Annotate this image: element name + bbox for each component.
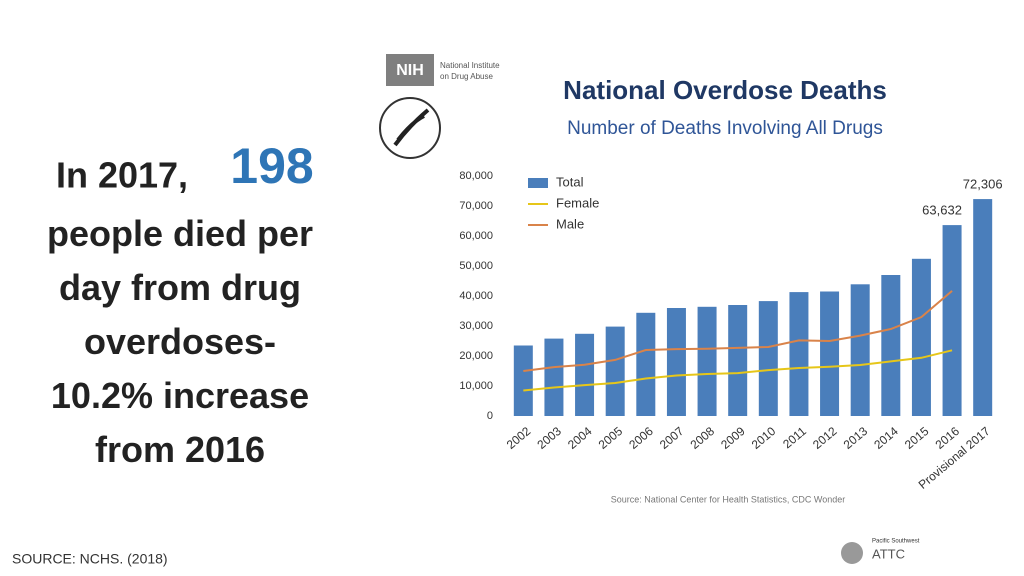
headline-number: 198: [230, 138, 313, 194]
bar: [820, 291, 840, 416]
data-label: 72,306: [963, 177, 1003, 192]
attc-region: Pacific Southwest: [872, 539, 920, 545]
bar: [973, 199, 993, 416]
legend-label: Total: [556, 174, 584, 189]
hhs-eagle: [393, 108, 430, 147]
y-tick-label: 30,000: [459, 320, 493, 332]
headline-lead: In 2017,: [56, 155, 188, 196]
y-tick-label: 40,000: [459, 290, 493, 302]
chart-subtitle: Number of Deaths Involving All Drugs: [567, 118, 883, 139]
bar: [636, 312, 656, 416]
line: [523, 349, 953, 392]
headline-line: 10.2% increase: [51, 375, 309, 416]
bar: [544, 338, 564, 416]
nih-name: on Drug Abuse: [440, 72, 493, 81]
attc-text: ATTC: [872, 546, 905, 561]
line: [523, 290, 953, 372]
chart-source: Source: National Center for Health Stati…: [611, 494, 845, 504]
bar: [697, 306, 717, 416]
legend-swatch: [528, 178, 548, 188]
nih-logo: [386, 54, 434, 86]
bar: [789, 292, 809, 416]
bar: [666, 308, 686, 416]
bar: [942, 225, 962, 416]
headline-line: from 2016: [95, 429, 265, 470]
bar: [575, 333, 595, 416]
y-tick-label: 80,000: [459, 170, 493, 182]
bar: [728, 305, 748, 416]
source: SOURCE: NCHS. (2018): [12, 551, 168, 567]
headline-line: overdoses-: [84, 321, 276, 362]
headline-lines: people died per day from drug overdoses- 10…: [47, 213, 313, 470]
bar: [513, 345, 533, 416]
bar: [605, 326, 625, 416]
y-tick-label: 0: [487, 410, 493, 422]
bar: [850, 284, 870, 416]
bar: [911, 258, 931, 416]
bar: [758, 301, 778, 416]
y-tick-label: 10,000: [459, 380, 493, 392]
legend-label: Female: [556, 195, 599, 210]
nih-text: NIH: [396, 62, 424, 79]
bar: [881, 275, 901, 416]
data-label: 63,632: [922, 203, 962, 218]
hhs-logo: [379, 97, 441, 159]
headline-line: day from drug: [59, 267, 301, 308]
legend-label: Male: [556, 216, 584, 231]
attc-logo: [841, 542, 863, 564]
headline-line: people died per: [47, 213, 313, 254]
y-tick-label: 20,000: [459, 350, 493, 362]
nih-name: National Institute: [440, 61, 500, 70]
y-tick-label: 70,000: [459, 200, 493, 212]
chart-title: National Overdose Deaths: [563, 75, 887, 105]
y-tick-label: 50,000: [459, 260, 493, 272]
y-tick-label: 60,000: [459, 230, 493, 242]
